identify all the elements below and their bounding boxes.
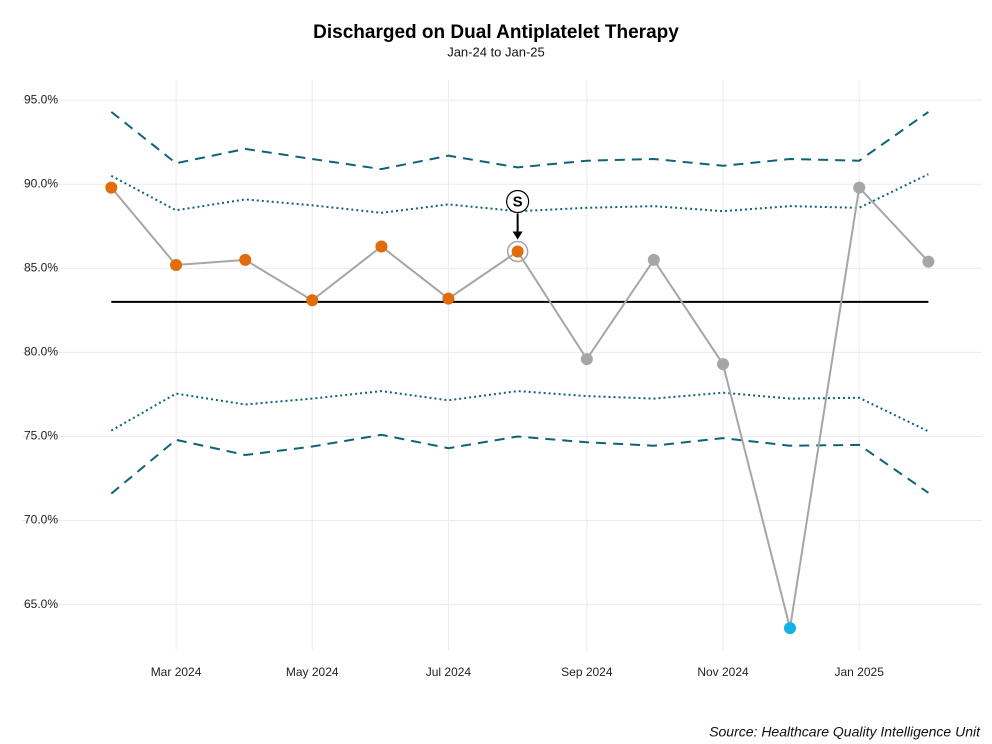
- x-tick-label: Sep 2024: [561, 665, 613, 679]
- x-tick-label: Jan 2025: [835, 665, 885, 679]
- x-tick-label: Mar 2024: [151, 665, 202, 679]
- y-tick-label: 85.0%: [24, 260, 58, 274]
- signal-ring: [506, 240, 529, 263]
- data-point: [853, 181, 866, 194]
- y-tick-label: 75.0%: [24, 429, 58, 443]
- x-tick-label: Jul 2024: [426, 665, 472, 679]
- annotation-arrowhead: [512, 231, 523, 240]
- data-point: [784, 622, 796, 635]
- data-point: [647, 253, 660, 266]
- data-point: [717, 358, 730, 371]
- annotation-label: S: [513, 193, 523, 210]
- source-note: Source: Healthcare Quality Intelligence …: [709, 724, 981, 740]
- data-point: [922, 255, 935, 268]
- data-point: [442, 292, 455, 305]
- data-point: [580, 353, 593, 366]
- y-tick-label: 65.0%: [24, 597, 58, 611]
- chart-subtitle: Jan-24 to Jan-25: [447, 44, 545, 59]
- y-tick-label: 95.0%: [24, 92, 58, 106]
- data-point: [239, 253, 252, 266]
- data-point: [105, 181, 118, 194]
- y-tick-label: 90.0%: [24, 176, 58, 190]
- chart-title: Discharged on Dual Antiplatelet Therapy: [313, 22, 679, 43]
- series-line: [110, 173, 929, 214]
- data-point: [170, 258, 183, 271]
- series-line: [110, 433, 929, 495]
- y-tick-label: 70.0%: [24, 513, 58, 527]
- data-point: [511, 245, 524, 258]
- annotation-badge: [506, 189, 530, 214]
- y-tick-label: 80.0%: [24, 345, 58, 359]
- data-point: [306, 294, 319, 307]
- x-tick-label: May 2024: [286, 665, 339, 679]
- x-tick-label: Nov 2024: [697, 665, 749, 679]
- series-line: [110, 111, 929, 171]
- data-point: [375, 240, 388, 253]
- series-line: [110, 390, 929, 433]
